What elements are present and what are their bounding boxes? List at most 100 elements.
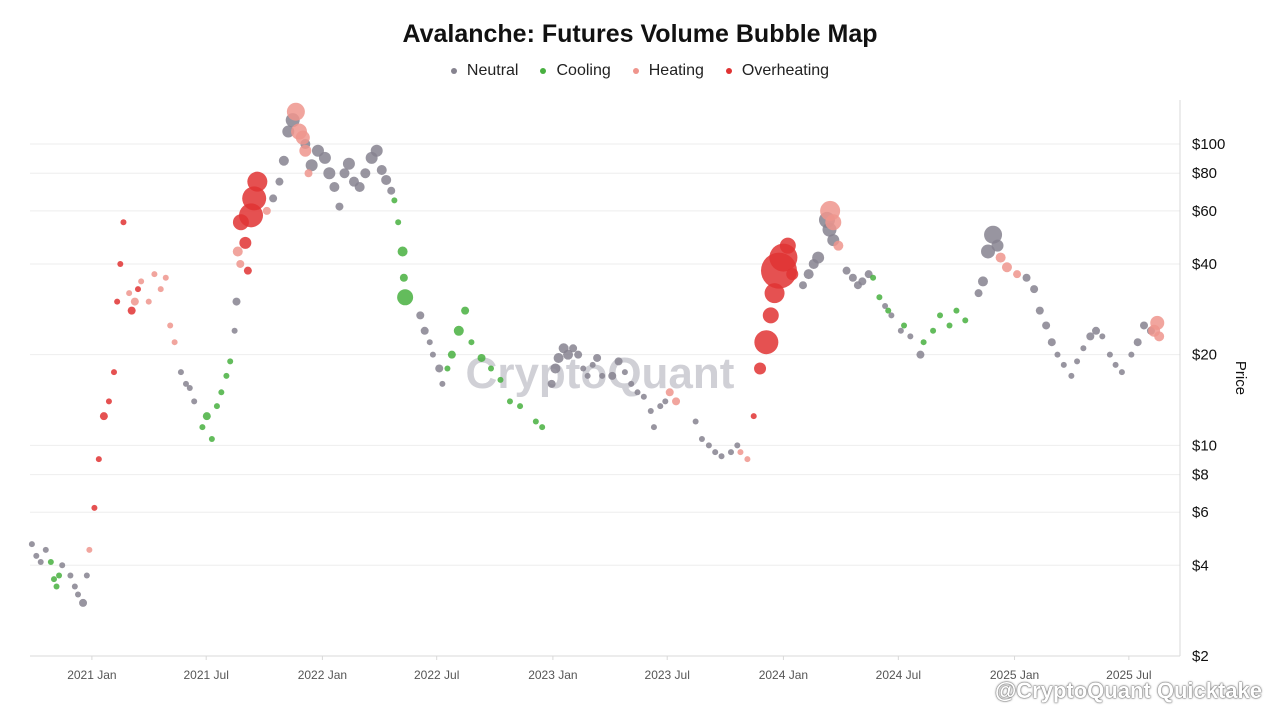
- bubble-cooling[interactable]: [477, 353, 486, 362]
- bubble-neutral[interactable]: [803, 269, 814, 280]
- bubble-neutral[interactable]: [593, 353, 602, 362]
- bubble-neutral[interactable]: [329, 182, 340, 193]
- bubble-overheating[interactable]: [120, 219, 127, 226]
- bubble-neutral[interactable]: [342, 157, 355, 170]
- bubble-neutral[interactable]: [360, 168, 371, 179]
- bubble-neutral[interactable]: [429, 351, 436, 358]
- bubble-cooling[interactable]: [488, 365, 495, 372]
- bubble-neutral[interactable]: [305, 159, 318, 172]
- bubble-neutral[interactable]: [897, 327, 904, 334]
- bubble-neutral[interactable]: [608, 371, 617, 380]
- bubble-neutral[interactable]: [1022, 273, 1031, 282]
- bubble-overheating[interactable]: [762, 307, 779, 324]
- bubble-neutral[interactable]: [798, 281, 807, 290]
- bubble-neutral[interactable]: [848, 273, 857, 282]
- bubble-cooling[interactable]: [50, 576, 57, 583]
- bubble-neutral[interactable]: [718, 453, 725, 460]
- bubble-neutral[interactable]: [1086, 332, 1095, 341]
- bubble-cooling[interactable]: [213, 403, 220, 410]
- bubble-cooling[interactable]: [901, 322, 908, 329]
- bubble-neutral[interactable]: [323, 167, 336, 180]
- bubble-neutral[interactable]: [650, 424, 657, 431]
- bubble-overheating[interactable]: [239, 236, 252, 249]
- bubble-neutral[interactable]: [1140, 321, 1149, 330]
- bubble-overheating[interactable]: [243, 266, 252, 275]
- bubble-heating[interactable]: [236, 259, 245, 268]
- bubble-neutral[interactable]: [426, 339, 433, 346]
- bubble-neutral[interactable]: [275, 177, 284, 186]
- bubble-neutral[interactable]: [599, 372, 606, 379]
- bubble-neutral[interactable]: [657, 403, 664, 410]
- bubble-neutral[interactable]: [232, 297, 241, 306]
- bubble-cooling[interactable]: [202, 412, 211, 421]
- bubble-cooling[interactable]: [397, 289, 414, 306]
- bubble-cooling[interactable]: [461, 306, 470, 315]
- bubble-neutral[interactable]: [858, 277, 867, 286]
- bubble-neutral[interactable]: [435, 364, 444, 373]
- bubble-neutral[interactable]: [547, 379, 556, 388]
- legend-item-heating[interactable]: Heating: [632, 62, 704, 80]
- bubble-neutral[interactable]: [416, 311, 425, 320]
- bubble-neutral[interactable]: [882, 303, 889, 310]
- bubble-cooling[interactable]: [397, 246, 408, 257]
- bubble-neutral[interactable]: [182, 380, 189, 387]
- bubble-neutral[interactable]: [981, 244, 996, 259]
- bubble-neutral[interactable]: [1068, 372, 1075, 379]
- bubble-neutral[interactable]: [420, 326, 429, 335]
- bubble-heating[interactable]: [262, 206, 271, 215]
- bubble-heating[interactable]: [672, 397, 681, 406]
- bubble-overheating[interactable]: [247, 171, 268, 192]
- bubble-neutral[interactable]: [888, 312, 895, 319]
- bubble-neutral[interactable]: [370, 144, 383, 157]
- bubble-overheating[interactable]: [99, 412, 108, 421]
- bubble-heating[interactable]: [833, 240, 844, 251]
- bubble-neutral[interactable]: [1054, 351, 1061, 358]
- bubble-neutral[interactable]: [1080, 345, 1087, 352]
- bubble-heating[interactable]: [126, 290, 133, 297]
- bubble-neutral[interactable]: [1118, 369, 1125, 376]
- bubble-heating[interactable]: [1001, 262, 1012, 273]
- bubble-cooling[interactable]: [447, 350, 456, 359]
- bubble-cooling[interactable]: [953, 307, 960, 314]
- bubble-heating[interactable]: [299, 144, 312, 157]
- bubble-heating[interactable]: [171, 339, 178, 346]
- bubble-neutral[interactable]: [177, 369, 184, 376]
- bubble-neutral[interactable]: [628, 380, 635, 387]
- bubble-cooling[interactable]: [453, 325, 464, 336]
- bubble-heating[interactable]: [304, 169, 313, 178]
- bubble-cooling[interactable]: [930, 327, 937, 334]
- legend-item-neutral[interactable]: Neutral: [450, 62, 518, 80]
- bubble-neutral[interactable]: [692, 418, 699, 425]
- bubble-cooling[interactable]: [497, 376, 504, 383]
- bubble-cooling[interactable]: [208, 435, 215, 442]
- bubble-heating[interactable]: [737, 449, 744, 456]
- bubble-neutral[interactable]: [28, 541, 35, 548]
- bubble-heating[interactable]: [825, 214, 842, 231]
- bubble-heating[interactable]: [162, 274, 169, 281]
- bubble-heating[interactable]: [286, 102, 305, 121]
- bubble-neutral[interactable]: [83, 572, 90, 579]
- bubble-overheating[interactable]: [105, 398, 112, 405]
- bubble-heating[interactable]: [157, 286, 164, 293]
- bubble-heating[interactable]: [1154, 331, 1165, 342]
- bubble-neutral[interactable]: [705, 442, 712, 449]
- bubble-heating[interactable]: [167, 322, 174, 329]
- bubble-neutral[interactable]: [647, 408, 654, 415]
- bubble-neutral[interactable]: [584, 372, 591, 379]
- bubble-neutral[interactable]: [231, 327, 238, 334]
- bubble-cooling[interactable]: [962, 317, 969, 324]
- bubble-cooling[interactable]: [47, 559, 54, 566]
- bubble-heating[interactable]: [665, 388, 674, 397]
- bubble-heating[interactable]: [151, 271, 158, 278]
- bubble-neutral[interactable]: [186, 385, 193, 392]
- bubble-neutral[interactable]: [318, 151, 331, 164]
- bubble-neutral[interactable]: [33, 552, 40, 559]
- bubble-heating[interactable]: [232, 246, 243, 257]
- bubble-neutral[interactable]: [621, 369, 628, 376]
- bubble-cooling[interactable]: [876, 294, 883, 301]
- bubble-neutral[interactable]: [589, 361, 596, 368]
- bubble-neutral[interactable]: [614, 357, 623, 366]
- bubble-cooling[interactable]: [937, 312, 944, 319]
- bubble-cooling[interactable]: [539, 424, 546, 431]
- bubble-neutral[interactable]: [553, 352, 564, 363]
